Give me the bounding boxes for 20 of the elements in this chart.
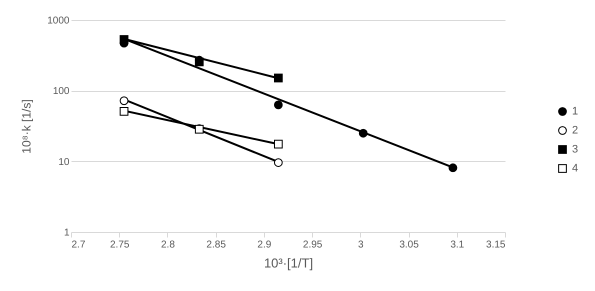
y-tick-label: 1 bbox=[64, 228, 70, 238]
x-tick-label: 2.8 bbox=[160, 240, 176, 250]
legend-label: 4 bbox=[572, 162, 578, 174]
y-tick-label: 10 bbox=[58, 156, 70, 168]
legend-label: 1 bbox=[572, 106, 578, 118]
x-tick-label: 3 bbox=[358, 240, 364, 250]
legend-label: 2 bbox=[572, 124, 578, 136]
x-tick-label: 3.15 bbox=[486, 240, 506, 250]
x-tick-label: 2.75 bbox=[110, 240, 130, 250]
x-tick-label: 2.95 bbox=[302, 240, 323, 250]
x-tick-label: 3.1 bbox=[450, 240, 465, 250]
x-axis-title: 10³·[1/T] bbox=[264, 256, 314, 270]
y-tick-label: 100 bbox=[52, 86, 70, 98]
x-tick-label: 2.85 bbox=[206, 240, 226, 250]
x-tick-label: 2.7 bbox=[72, 240, 86, 250]
legend-label: 3 bbox=[572, 144, 578, 156]
y-tick-label: 1000 bbox=[47, 16, 70, 26]
y-axis-title: 10⁸·k [1/s] bbox=[19, 99, 34, 154]
x-tick-label: 3.05 bbox=[399, 240, 420, 250]
x-tick-label: 2.9 bbox=[257, 240, 272, 250]
